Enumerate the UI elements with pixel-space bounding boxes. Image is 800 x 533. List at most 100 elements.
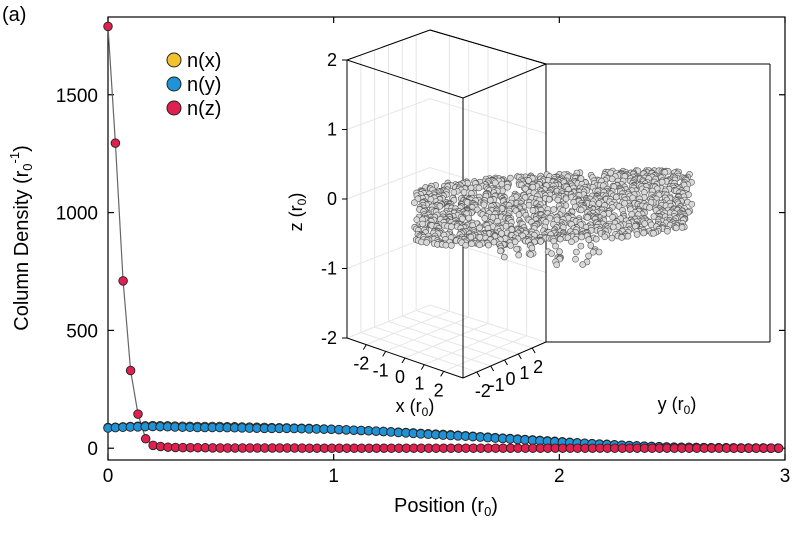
cloud-point: [584, 214, 591, 221]
cloud-point: [633, 231, 641, 238]
inset-z-axis-label: z (r0): [286, 193, 309, 232]
cloud-point: [507, 242, 514, 249]
cloud-point: [589, 248, 597, 256]
cloud-point: [678, 224, 686, 231]
cloud-point: [601, 233, 609, 241]
inset-y-axis-label: y (r0): [658, 394, 697, 417]
cloud-point: [578, 233, 586, 241]
z-tick-label: 2: [327, 50, 337, 70]
cloud-point: [646, 204, 653, 211]
cloud-point: [618, 234, 626, 241]
cloud-point: [595, 200, 603, 207]
legend-marker-n(z): [166, 100, 182, 116]
cloud-point: [528, 244, 536, 252]
cloud-point: [529, 183, 537, 191]
cloud-point: [413, 216, 421, 223]
inset-x-axis-label: x (r0): [396, 396, 435, 419]
cloud-point: [442, 241, 450, 249]
cloud-point: [481, 215, 489, 222]
cloud-point: [476, 224, 483, 232]
y-tick-label: 0: [505, 369, 515, 389]
cloud-point: [592, 235, 600, 243]
cloud-point: [459, 215, 466, 223]
y-floor-grid-line: [388, 321, 505, 361]
cloud-point: [486, 196, 494, 204]
y-tick-mark: [531, 347, 536, 354]
legend: n(x)n(y)n(z): [166, 50, 221, 120]
x-tick-label: 0: [395, 367, 405, 387]
legend-label-n(x): n(x): [187, 50, 221, 72]
x-tick-label: 1: [328, 466, 339, 487]
y-tick-mark: [517, 353, 522, 360]
cloud-point: [548, 250, 555, 257]
y-tick-mark: [490, 365, 495, 372]
inset-box-edge: [346, 59, 464, 99]
cloud-point: [497, 247, 504, 255]
x-tick-label: -1: [373, 360, 389, 380]
x-tick-label: 0: [103, 466, 114, 487]
cloud-point: [468, 240, 475, 248]
inset-point-cloud: [411, 167, 696, 269]
cloud-point: [423, 239, 430, 246]
z-tick-label: -1: [321, 259, 337, 279]
data-point-n(z): [125, 365, 136, 376]
x-tick-label: 2: [434, 380, 444, 400]
x-tick-label: -2: [353, 354, 369, 374]
y-tick-label: 1000: [56, 204, 98, 225]
cloud-point: [448, 223, 455, 230]
main-series-points: [103, 21, 784, 453]
cloud-point: [609, 213, 617, 221]
y-tick-mark: [504, 359, 508, 366]
cloud-point: [640, 229, 648, 237]
y-floor-grid-line: [374, 326, 491, 367]
cloud-point: [554, 196, 562, 204]
cloud-point: [568, 238, 575, 246]
cloud-point: [641, 220, 649, 227]
cloud-point: [504, 183, 511, 191]
y-tick-mark: [476, 371, 481, 378]
cloud-point: [527, 251, 534, 258]
cloud-point: [507, 174, 514, 182]
cloud-point: [513, 245, 521, 253]
cloud-point: [491, 179, 499, 187]
cloud-point: [608, 234, 616, 242]
cloud-point: [465, 214, 473, 222]
cloud-point: [556, 248, 563, 255]
cloud-point: [572, 255, 579, 263]
z-tick-label: 0: [327, 189, 337, 209]
cloud-point: [621, 200, 628, 207]
cloud-point: [609, 223, 617, 231]
x-tick-mark: [440, 371, 445, 377]
cloud-point: [564, 234, 572, 241]
y-tick-label: 2: [533, 357, 543, 377]
y-tick-label: -2: [475, 381, 491, 401]
cloud-point: [573, 248, 580, 256]
cloud-point: [663, 227, 671, 235]
main-y-axis-label: Column Density (r0-1): [7, 145, 35, 331]
cloud-point: [529, 207, 537, 214]
cloud-point: [579, 261, 587, 268]
cloud-point: [595, 248, 603, 256]
cloud-point: [515, 211, 523, 218]
y-tick-label: -1: [489, 375, 505, 395]
cloud-point: [475, 184, 483, 192]
cloud-point: [624, 232, 632, 240]
cloud-point: [585, 236, 593, 243]
y-floor-grid-line: [416, 310, 533, 349]
cloud-point: [490, 238, 498, 246]
inset-box-edge: [462, 63, 547, 99]
panel-label: (a): [2, 4, 26, 26]
z-tick-label: -2: [321, 328, 337, 348]
y-tick-label: 1500: [56, 86, 98, 107]
main-x-axis-label: Position (r0): [394, 495, 498, 519]
cloud-point: [608, 175, 616, 183]
cloud-point: [688, 200, 696, 208]
cloud-point: [515, 251, 523, 259]
x-tick-mark: [420, 364, 425, 370]
cloud-point: [411, 199, 418, 206]
cloud-point: [545, 196, 553, 203]
inset-box-edge: [346, 29, 431, 61]
y-tick-label: 500: [66, 321, 98, 342]
